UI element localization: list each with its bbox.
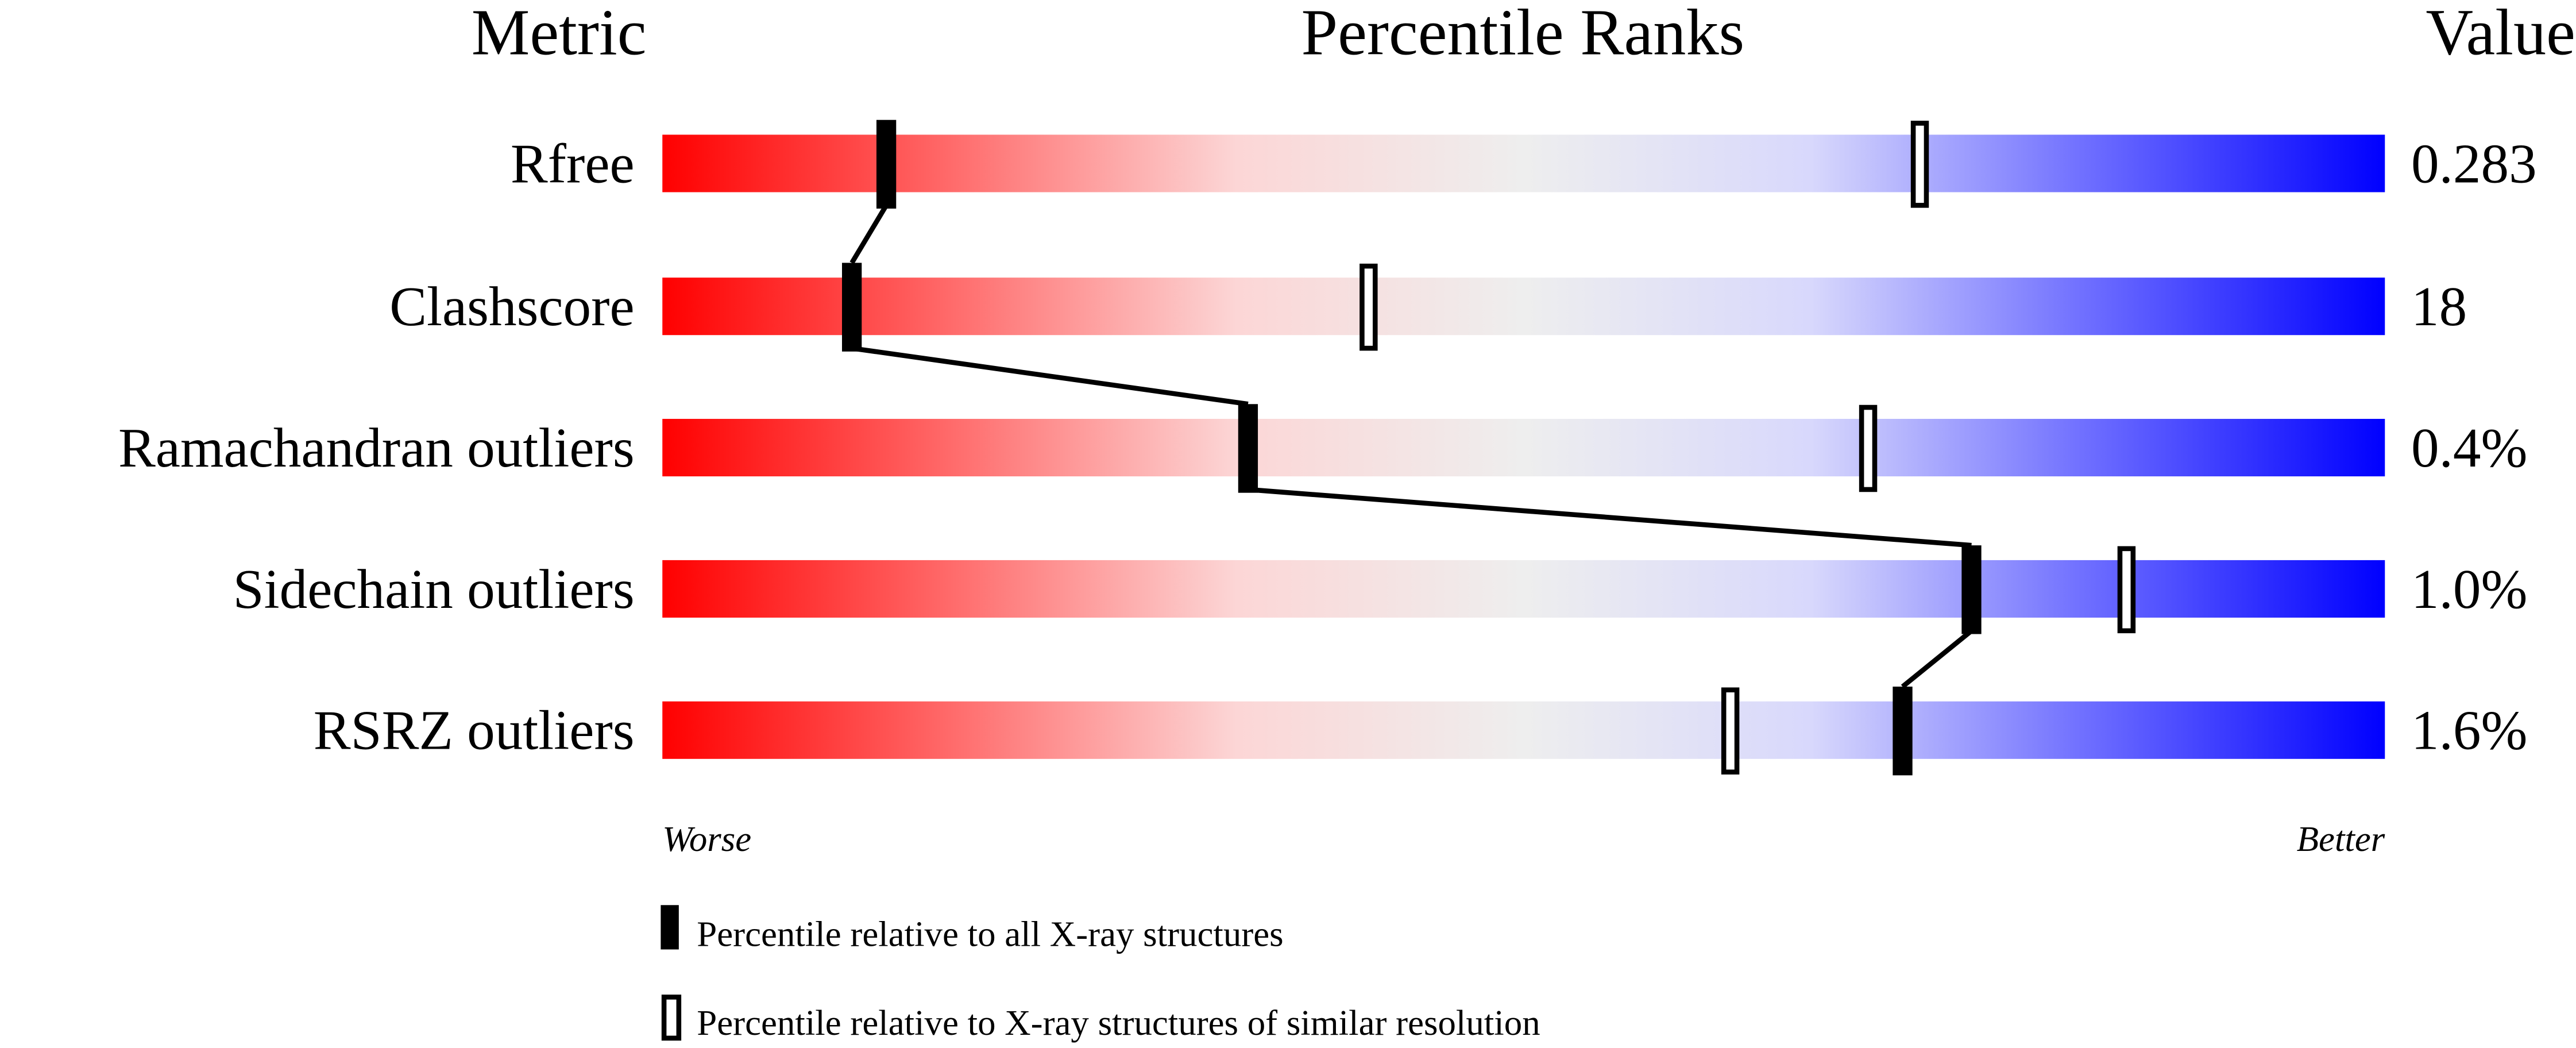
header-value: Value	[2426, 0, 2575, 68]
marker-all-structures	[1893, 687, 1913, 776]
metric-row: Ramachandran outliers 0.4%	[118, 404, 2527, 493]
marker-all-structures	[1961, 545, 1982, 634]
metric-label: Sidechain outliers	[233, 558, 635, 621]
metric-row: Clashscore 18	[389, 263, 2467, 352]
legend-filled-marker-icon	[661, 905, 679, 950]
worse-label: Worse	[662, 819, 751, 859]
legend-label-similar: Percentile relative to X-ray structures …	[697, 1003, 1540, 1043]
metric-label: Clashscore	[389, 276, 634, 338]
metric-value: 0.283	[2411, 133, 2537, 195]
metric-label: Rfree	[511, 133, 635, 195]
connector-line	[851, 345, 1249, 407]
header-metric: Metric	[472, 0, 647, 68]
legend-label-all: Percentile relative to all X-ray structu…	[697, 914, 1283, 954]
percentile-bar	[662, 134, 2385, 192]
metric-row: RSRZ outliers 1.6%	[314, 687, 2527, 776]
marker-similar-resolution	[1910, 121, 1929, 208]
metric-label: Ramachandran outliers	[118, 417, 635, 479]
percentile-bar	[662, 701, 2385, 759]
percentile-bar	[662, 278, 2385, 336]
metric-label: RSRZ outliers	[314, 700, 635, 762]
metric-value: 0.4%	[2411, 417, 2527, 479]
better-label: Better	[2297, 819, 2385, 859]
connector-line	[1901, 629, 1973, 689]
header-percentile-ranks: Percentile Ranks	[1301, 0, 1745, 68]
marker-similar-resolution	[1721, 687, 1740, 775]
connector-line	[1248, 487, 1972, 548]
marker-all-structures	[841, 263, 862, 352]
metric-value: 1.6%	[2411, 700, 2527, 762]
metric-value: 18	[2411, 276, 2467, 338]
metric-row: Rfree 0.283	[511, 120, 2537, 209]
metric-value: 1.0%	[2411, 558, 2527, 621]
marker-similar-resolution	[1360, 263, 1378, 351]
percentile-bar	[662, 419, 2385, 477]
marker-similar-resolution	[1859, 404, 1878, 492]
connector-line	[849, 204, 889, 264]
percentile-bar	[662, 560, 2385, 618]
marker-all-structures	[876, 120, 897, 209]
legend-open-marker-icon	[661, 995, 682, 1041]
marker-all-structures	[1238, 404, 1258, 493]
marker-similar-resolution	[2117, 546, 2136, 634]
metric-row: Sidechain outliers 1.0%	[233, 545, 2527, 634]
